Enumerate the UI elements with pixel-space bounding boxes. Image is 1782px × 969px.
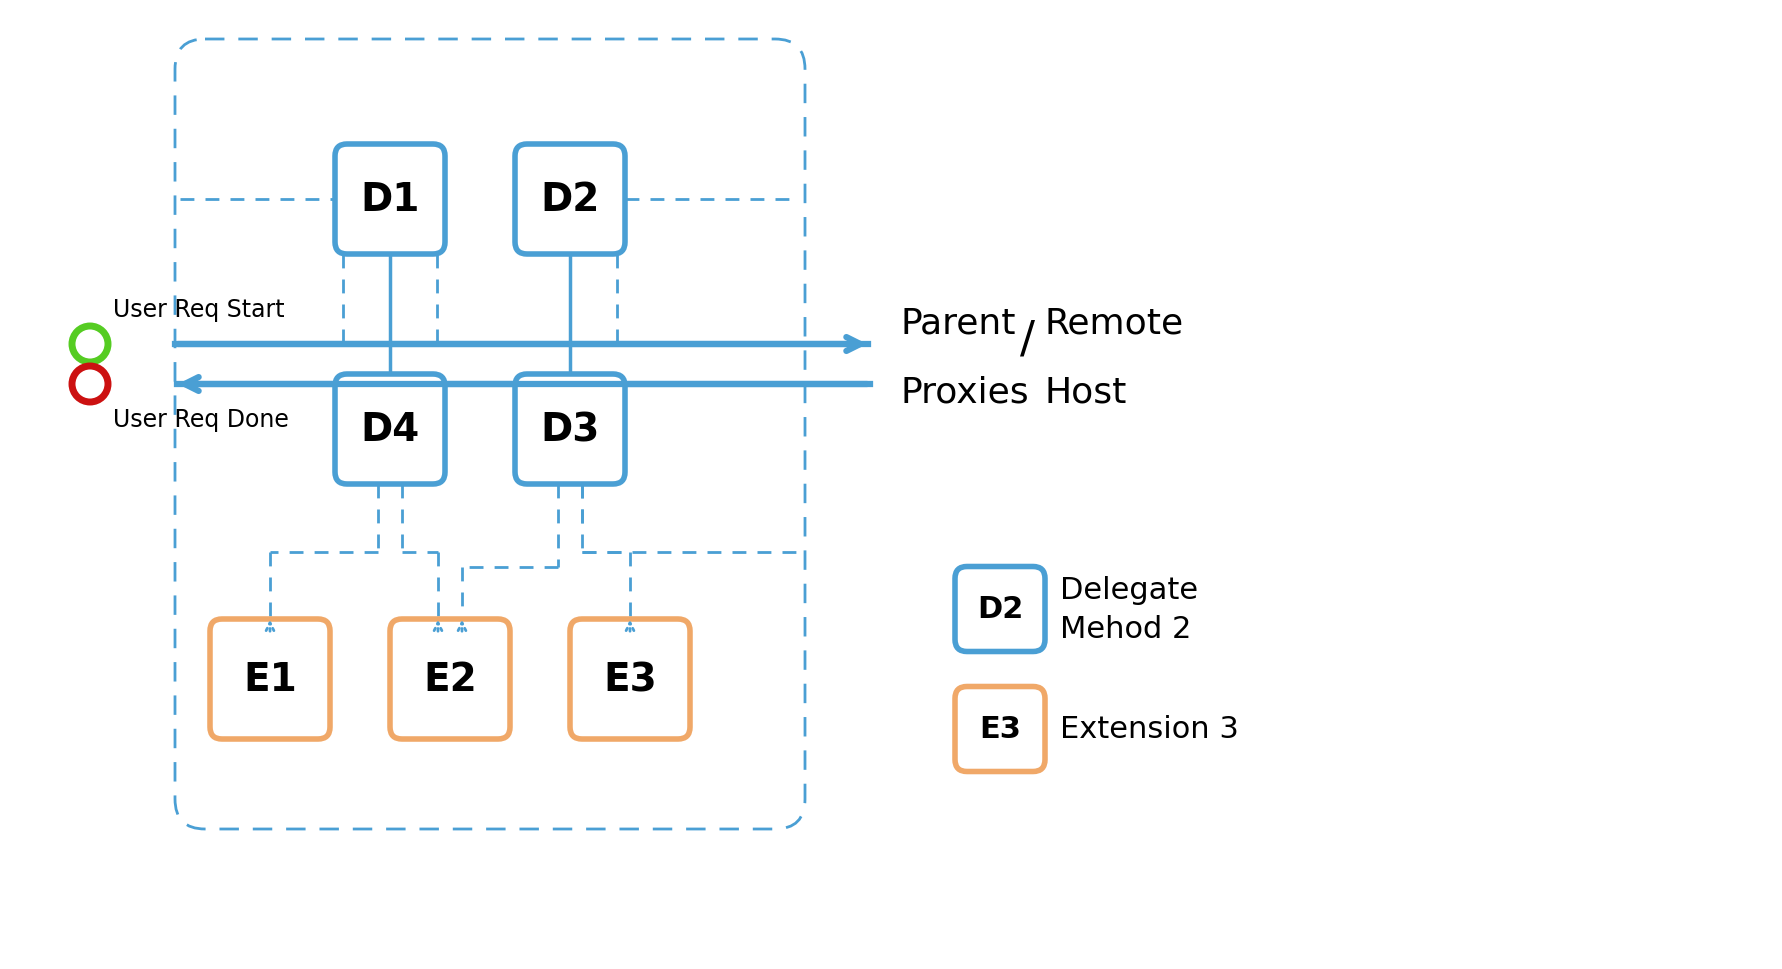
- FancyBboxPatch shape: [570, 619, 690, 739]
- FancyBboxPatch shape: [210, 619, 330, 739]
- FancyBboxPatch shape: [390, 619, 510, 739]
- FancyBboxPatch shape: [955, 567, 1044, 652]
- FancyBboxPatch shape: [335, 144, 446, 255]
- FancyBboxPatch shape: [515, 144, 625, 255]
- Text: Host: Host: [1044, 375, 1128, 409]
- Text: E2: E2: [422, 660, 478, 699]
- Text: Extension 3: Extension 3: [1060, 715, 1238, 744]
- Text: E1: E1: [242, 660, 298, 699]
- Text: /: /: [1019, 318, 1035, 361]
- FancyBboxPatch shape: [955, 687, 1044, 771]
- Text: D3: D3: [540, 411, 601, 449]
- Text: User Req Done: User Req Done: [112, 408, 289, 431]
- Text: E3: E3: [602, 660, 658, 699]
- Text: D2: D2: [540, 181, 601, 219]
- Text: Proxies: Proxies: [900, 375, 1028, 409]
- Text: Delegate
Mehod 2: Delegate Mehod 2: [1060, 576, 1198, 643]
- Text: User Req Start: User Req Start: [112, 297, 285, 322]
- Text: D4: D4: [360, 411, 419, 449]
- Text: E3: E3: [978, 715, 1021, 744]
- Text: Remote: Remote: [1044, 305, 1183, 340]
- FancyBboxPatch shape: [335, 375, 446, 484]
- Text: Parent: Parent: [900, 305, 1016, 340]
- FancyBboxPatch shape: [515, 375, 625, 484]
- Text: D2: D2: [977, 595, 1023, 624]
- Text: D1: D1: [360, 181, 421, 219]
